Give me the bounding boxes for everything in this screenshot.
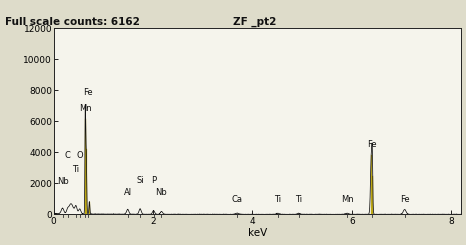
Text: Nb: Nb bbox=[156, 188, 167, 197]
Text: Fe: Fe bbox=[400, 195, 410, 204]
Text: Mn: Mn bbox=[79, 104, 92, 113]
Text: C: C bbox=[65, 151, 70, 160]
Text: Fe: Fe bbox=[83, 88, 93, 97]
Text: Ti: Ti bbox=[72, 165, 80, 174]
Text: Ca: Ca bbox=[232, 195, 243, 204]
Text: Nb: Nb bbox=[57, 177, 69, 186]
Text: ZF _pt2: ZF _pt2 bbox=[233, 17, 276, 27]
Text: Ti: Ti bbox=[274, 195, 281, 204]
Text: Mn: Mn bbox=[341, 195, 353, 204]
Text: O: O bbox=[76, 151, 83, 160]
Text: Ti: Ti bbox=[295, 195, 302, 204]
Text: Si: Si bbox=[136, 176, 144, 185]
Text: Fe: Fe bbox=[367, 140, 377, 149]
X-axis label: keV: keV bbox=[248, 228, 267, 238]
Text: Full scale counts: 6162: Full scale counts: 6162 bbox=[5, 17, 139, 27]
Text: Al: Al bbox=[123, 188, 132, 197]
Text: P: P bbox=[151, 176, 156, 185]
